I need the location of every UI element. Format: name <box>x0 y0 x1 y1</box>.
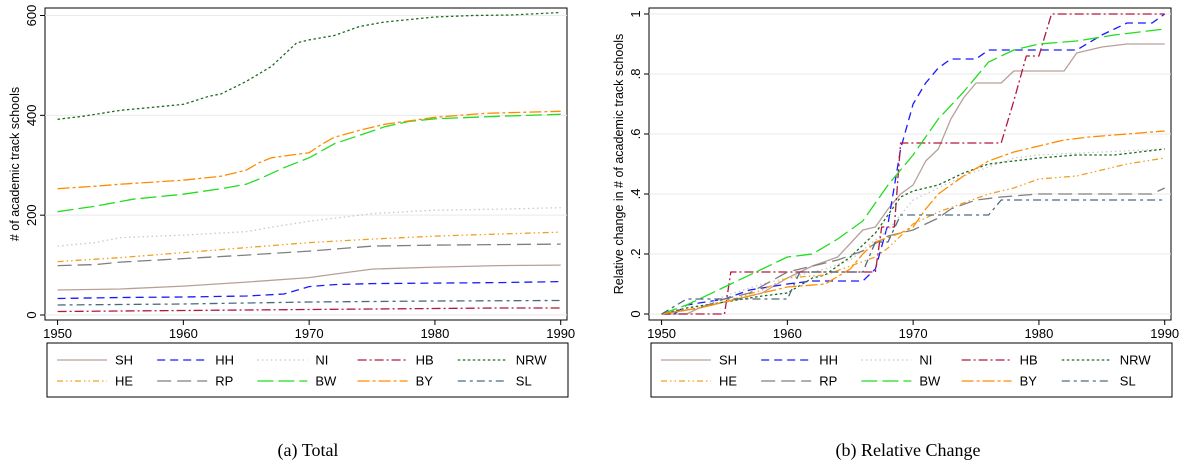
series-lines <box>661 13 1166 315</box>
series-line-hh <box>57 280 561 300</box>
legend-label-he: HE <box>719 374 737 389</box>
legend-label-sh: SH <box>719 353 737 368</box>
legend-label-by: BY <box>1020 374 1038 389</box>
legend-label-rp: RP <box>215 374 233 389</box>
series-line-hb <box>57 307 561 313</box>
series-line-he <box>661 157 1165 315</box>
legend-box <box>46 342 569 398</box>
legend-label-ni: NI <box>919 353 932 368</box>
legend-label-he: HE <box>115 374 133 389</box>
legend-label-nrw: NRW <box>516 353 548 368</box>
series-line-sh <box>57 264 561 291</box>
legend-label-bw: BW <box>919 374 941 389</box>
series-line-nrw <box>57 11 561 120</box>
legend-box <box>650 342 1173 398</box>
legend-label-ni: NI <box>315 353 328 368</box>
y-tick-label: 0 <box>628 310 643 317</box>
legend-label-bw: BW <box>315 374 337 389</box>
y-tick-label: 0 <box>24 311 39 318</box>
x-tick-label: 1980 <box>1024 326 1053 341</box>
y-tick-label: .2 <box>628 249 643 260</box>
series-lines <box>57 11 561 313</box>
y-tick-label: 400 <box>24 104 39 126</box>
series-line-bw <box>57 113 561 213</box>
series-line-hb <box>661 13 1165 315</box>
x-tick-label: 1990 <box>1150 326 1179 341</box>
y-tick-label: .4 <box>628 189 643 200</box>
series-line-nrw <box>661 148 1165 315</box>
y-tick-label: .8 <box>628 69 643 80</box>
series-line-rp <box>57 243 561 267</box>
x-tick-label: 1950 <box>43 326 72 341</box>
legend-label-sl: SL <box>1120 374 1136 389</box>
panel-caption: (b) Relative Change <box>836 440 981 461</box>
series-line-rp <box>661 187 1165 315</box>
y-tick-label: .6 <box>628 129 643 140</box>
x-tick-label: 1960 <box>773 326 802 341</box>
y-tick-label: 1 <box>628 10 643 17</box>
legend-label-hb: HB <box>416 353 434 368</box>
plot-frame <box>44 7 568 321</box>
x-tick-label: 1960 <box>169 326 198 341</box>
x-tick-label: 1970 <box>295 326 324 341</box>
panel-relative-change: 0 .2 .4 .6 .8 1 1950 1960 1970 1980 1990 Relative c… <box>612 7 1179 461</box>
series-line-sh <box>661 43 1165 315</box>
legend-label-sl: SL <box>516 374 532 389</box>
y-tick-label: 200 <box>24 204 39 226</box>
panel-total: 0 200 400 600 1950 1960 1970 1980 1990 # of acade… <box>8 5 575 461</box>
y-tick-label: 600 <box>24 5 39 27</box>
y-axis-title: # of academic track schools <box>8 87 22 241</box>
legend-label-hh: HH <box>215 353 234 368</box>
y-axis-title: Relative change in # of academic track s… <box>612 34 626 295</box>
series-line-ni <box>661 148 1165 315</box>
x-tick-label: 1980 <box>420 326 449 341</box>
legend-label-by: BY <box>416 374 434 389</box>
series-line-sl <box>661 199 1165 315</box>
series-line-hh <box>661 13 1166 315</box>
x-tick-label: 1970 <box>899 326 928 341</box>
legend-label-nrw: NRW <box>1120 353 1152 368</box>
plot-frame <box>648 7 1172 321</box>
legend-label-hb: HB <box>1020 353 1038 368</box>
series-line-bw <box>661 28 1165 315</box>
x-tick-label: 1950 <box>647 326 676 341</box>
series-line-ni <box>57 207 561 247</box>
series-line-sl <box>57 299 561 306</box>
series-line-by <box>57 110 561 190</box>
legend-label-hh: HH <box>819 353 838 368</box>
x-tick-label: 1990 <box>546 326 575 341</box>
legend-label-sh: SH <box>115 353 133 368</box>
legend-label-rp: RP <box>819 374 837 389</box>
panel-caption: (a) Total <box>278 440 339 461</box>
series-line-he <box>57 231 561 263</box>
series-line-by <box>661 130 1165 315</box>
